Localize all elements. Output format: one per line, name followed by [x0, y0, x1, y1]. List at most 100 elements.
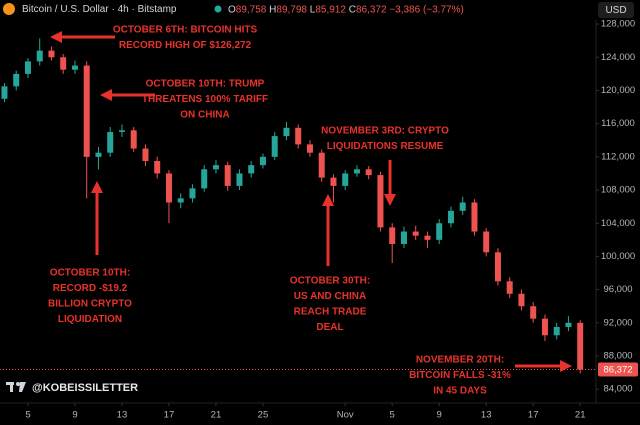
candle-body — [353, 169, 360, 174]
candle-body — [377, 175, 384, 228]
x-tick-label: 17 — [528, 410, 539, 421]
candle-body — [447, 210, 454, 224]
ohlc-key: L — [310, 4, 316, 15]
candle-body — [365, 169, 372, 176]
x-tick-label: 17 — [164, 410, 175, 421]
last-price-box — [598, 362, 638, 377]
candle-body — [518, 293, 525, 307]
candle-body — [436, 223, 443, 240]
y-tick-label: 108,000 — [601, 185, 635, 196]
ohlc-value: 89,758 — [236, 4, 267, 15]
candle-body — [483, 231, 490, 253]
candle-body — [295, 127, 302, 145]
watermark: @KOBEISSILETTER — [32, 382, 138, 394]
candle-body — [236, 173, 243, 186]
candle-body — [95, 152, 102, 157]
candle-body — [471, 202, 478, 232]
annotation-line: OCTOBER 30TH: — [290, 276, 370, 287]
candle-body — [577, 322, 584, 370]
y-tick-label: 92,000 — [603, 317, 632, 328]
candle-body — [389, 227, 396, 244]
y-tick-label: 124,000 — [601, 52, 635, 63]
candle-body — [248, 165, 255, 174]
annotation-line: BITCOIN FALLS -31% — [409, 370, 511, 381]
candle-body — [142, 148, 149, 161]
currency-label[interactable]: USD — [605, 5, 626, 16]
annotation-line: REACH TRADE — [294, 307, 367, 318]
candle-body — [283, 127, 290, 137]
candle-body — [224, 165, 231, 186]
candle-body — [13, 73, 20, 87]
candle-body — [48, 50, 55, 58]
y-tick-label: 128,000 — [601, 19, 635, 30]
y-tick-label: 88,000 — [603, 351, 632, 362]
annotation-line: LIQUIDATION — [58, 314, 122, 325]
ohlc-key: H — [269, 4, 276, 15]
candle-body — [36, 50, 43, 62]
candle-body — [24, 61, 31, 74]
x-tick-label: 9 — [437, 410, 442, 421]
candle-body — [553, 326, 560, 336]
x-tick-label: Nov — [337, 410, 354, 421]
annotation-line: NOVEMBER 20TH: — [416, 355, 504, 366]
ohlc-header: O89,758 H89,798 L85,912 C86,372 −3,386 (… — [228, 4, 464, 15]
candle-body — [259, 156, 266, 166]
annotation-line: IN 45 DAYS — [433, 386, 487, 397]
annotation-line: LIQUIDATIONS RESUME — [327, 141, 444, 152]
y-tick-label: 84,000 — [603, 384, 632, 395]
candle-body — [541, 318, 548, 336]
candle-body — [83, 65, 90, 157]
candle-body — [530, 306, 537, 319]
y-tick-label: 116,000 — [601, 118, 635, 129]
x-tick-label: 21 — [575, 410, 586, 421]
currency-box[interactable] — [598, 2, 634, 18]
candle-body — [330, 177, 337, 186]
candle-body — [189, 188, 196, 199]
candle-body — [459, 202, 466, 211]
candle-body — [271, 136, 278, 157]
x-tick-label: 5 — [25, 410, 30, 421]
candle-body — [165, 173, 172, 203]
candle-body — [130, 130, 137, 149]
arrows — [50, 31, 572, 372]
annotation-line: US AND CHINA — [294, 291, 366, 302]
candle-body — [342, 173, 349, 186]
x-tick-label: 25 — [258, 410, 269, 421]
market-status-dot — [214, 5, 222, 13]
ohlc-value: 86,372 — [356, 4, 387, 15]
y-tick-label: 100,000 — [601, 251, 635, 262]
x-tick-label: 9 — [72, 410, 77, 421]
candle-body — [107, 131, 114, 153]
x-tick-label: 21 — [211, 410, 222, 421]
candle-body — [494, 252, 501, 282]
annotation-line: OCTOBER 6TH: BITCOIN HITS — [113, 25, 258, 36]
candle-body — [318, 152, 325, 178]
x-tick-label: 13 — [117, 410, 128, 421]
candle-body — [118, 130, 125, 132]
symbol-title: Bitcoin / U.S. Dollar · 4h · Bitstamp — [22, 4, 177, 15]
x-tick-label: 13 — [481, 410, 492, 421]
annotation-line: BILLION CRYPTO — [48, 299, 132, 310]
candle-body — [565, 322, 572, 327]
candle-body — [212, 165, 219, 170]
annotation-line: NOVEMBER 3RD: CRYPTO — [321, 126, 449, 137]
y-tick-label: 112,000 — [601, 151, 635, 162]
candle-body — [306, 144, 313, 153]
last-price-label: 86,372 — [603, 365, 632, 376]
annotation-line: ON CHINA — [180, 110, 229, 121]
ohlc-key: O — [228, 4, 236, 15]
x-tick-label: 5 — [390, 410, 395, 421]
y-tick-label: 96,000 — [603, 284, 632, 295]
annotation-line: RECORD -$19.2 — [53, 283, 128, 294]
candle-body — [154, 160, 161, 174]
annotation-line: THREATENS 100% TARIFF — [142, 94, 268, 105]
candle-body — [177, 198, 184, 203]
y-tick-label: 120,000 — [601, 85, 635, 96]
candle-body — [424, 235, 431, 240]
candle-body — [60, 57, 67, 70]
tv-logo — [6, 382, 26, 392]
candle-body — [412, 231, 419, 236]
